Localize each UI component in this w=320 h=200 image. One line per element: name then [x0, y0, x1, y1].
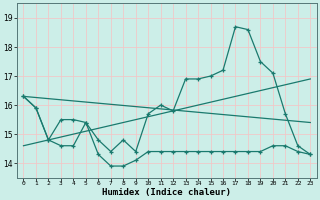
- X-axis label: Humidex (Indice chaleur): Humidex (Indice chaleur): [102, 188, 231, 197]
